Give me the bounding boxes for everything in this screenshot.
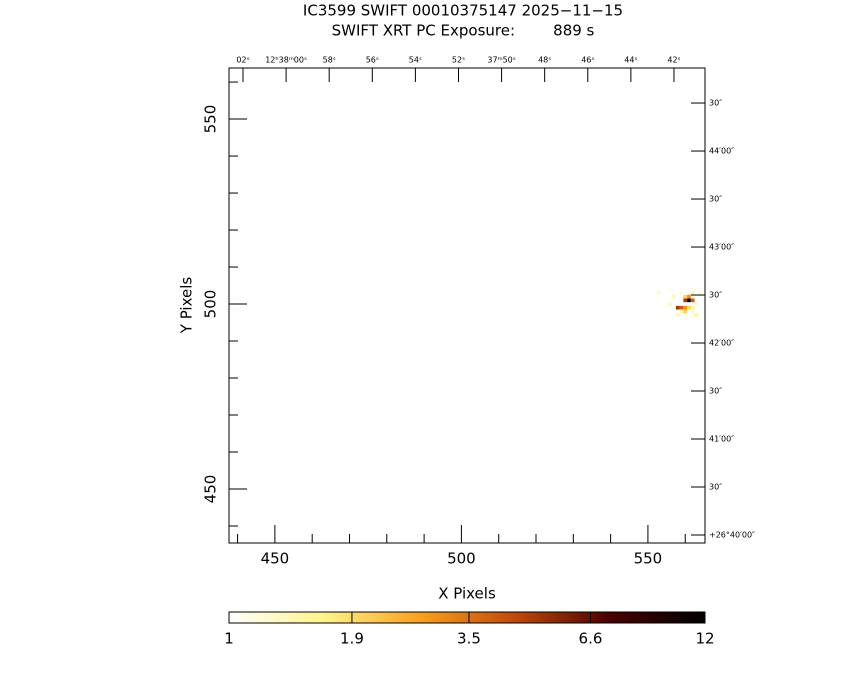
- y2-tick-label: 30″: [709, 195, 722, 204]
- pixel: [668, 287, 673, 292]
- pixel: [683, 305, 688, 310]
- x-tick-label: 450: [261, 550, 290, 568]
- pixel: [683, 309, 688, 314]
- pixel: [675, 313, 680, 317]
- x2-tick-label: 12ʰ38ᵐ00ˢ: [265, 56, 307, 65]
- x2-tick-label: 02ˢ: [236, 56, 249, 65]
- pixel: [683, 298, 688, 303]
- colorbar-tick-label: 3.5: [457, 630, 481, 648]
- x2-tick-label: 48ˢ: [538, 56, 551, 65]
- colorbar-tick-label: 12: [695, 630, 714, 648]
- y2-tick-label: 44′00″: [709, 147, 734, 156]
- pixel: [687, 294, 691, 299]
- pixel: [672, 294, 676, 299]
- x2-tick-label: 42ˢ: [667, 56, 680, 65]
- x-tick-label: 550: [634, 550, 663, 568]
- y2-tick-label: 30″: [709, 291, 722, 300]
- pixel: [694, 313, 699, 317]
- pixel: [679, 309, 684, 314]
- pixel: [683, 294, 688, 299]
- pixel: [690, 291, 695, 295]
- pixel: [690, 309, 695, 314]
- chart-subtitle: SWIFT XRT PC Exposure: 889 s: [332, 22, 595, 40]
- pixel: [668, 302, 673, 306]
- y-tick-label: 450: [202, 475, 220, 504]
- y-tick-label: 550: [202, 105, 220, 134]
- y2-tick-label: 30″: [709, 99, 722, 108]
- colorbar-tick-label: 1.9: [340, 630, 364, 648]
- x-axis-label: X Pixels: [438, 585, 496, 603]
- colorbar-tick-label: 6.6: [579, 630, 603, 648]
- pixel: [687, 305, 691, 310]
- y2-tick-label: 41′00″: [709, 435, 734, 444]
- x-tick-label: 500: [447, 550, 476, 568]
- x2-tick-label: 54ˢ: [409, 56, 422, 65]
- pixel: [675, 305, 680, 310]
- pixel: [690, 298, 695, 303]
- chart-title: IC3599 SWIFT 00010375147 2025−11−15: [303, 2, 623, 20]
- x2-tick-label: 44ˢ: [624, 56, 637, 65]
- x2-tick-label: 58ˢ: [323, 56, 336, 65]
- pixel: [664, 305, 669, 310]
- x2-tick-label: 37ᵐ50ˢ: [487, 56, 515, 65]
- pixel: [683, 313, 688, 317]
- pixel: [698, 291, 703, 295]
- y-axis-label: Y Pixels: [178, 277, 196, 335]
- colorbar: [228, 611, 706, 624]
- pixel: [679, 291, 684, 295]
- x2-tick-label: 46ˢ: [581, 56, 594, 65]
- pixel: [679, 305, 684, 310]
- y2-tick-label: +26°40′00″: [709, 531, 755, 540]
- pixel: [657, 291, 661, 295]
- y2-tick-label: 30″: [709, 483, 722, 492]
- x2-tick-label: 52ˢ: [452, 56, 465, 65]
- colorbar-tick-label: 1: [224, 630, 234, 648]
- y2-tick-label: 43′00″: [709, 243, 734, 252]
- y2-tick-label: 42′00″: [709, 339, 734, 348]
- y2-tick-label: 30″: [709, 387, 722, 396]
- plot-frame: [228, 67, 706, 544]
- x2-tick-label: 56ˢ: [366, 56, 379, 65]
- pixel: [687, 298, 691, 303]
- pixel: [690, 305, 695, 310]
- y-tick-label: 500: [202, 290, 220, 319]
- pixel: [694, 302, 699, 306]
